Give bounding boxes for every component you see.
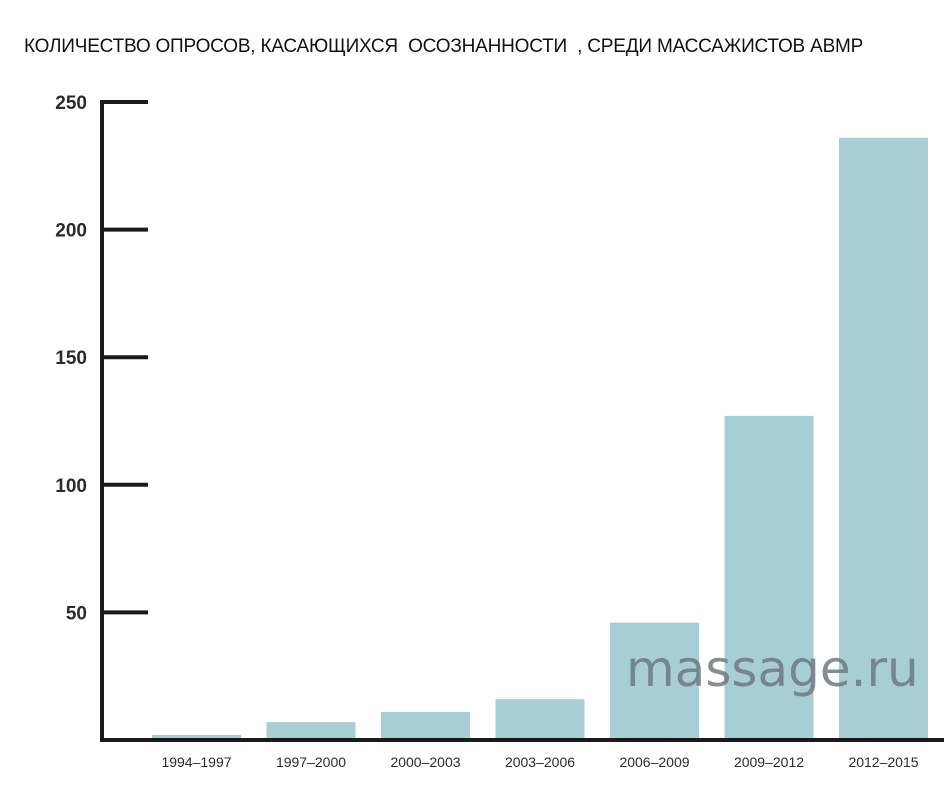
y-tick-label-150: 150 (55, 348, 87, 369)
y-ticks-layer: 50 100 150 200 250 (55, 93, 148, 624)
bar-2003–2006 (495, 699, 585, 740)
bar-2012–2015 (839, 137, 928, 740)
x-tick-label-1997–2000: 1997–2000 (276, 754, 346, 770)
axes-layer (100, 100, 944, 742)
x-tick-label-2009–2012: 2009–2012 (734, 754, 804, 770)
chart-title: КОЛИЧЕСТВО ОПРОСОВ, КАСАЮЩИХСЯ ОСОЗНАННО… (24, 36, 864, 57)
bar-2000–2003 (381, 711, 470, 740)
y-tick-label-200: 200 (55, 221, 87, 242)
bar-2009–2012 (724, 415, 814, 740)
x-labels-layer: 1994–1997 1997–2000 2000–2003 2003–2006 2006… (161, 754, 918, 770)
y-tick-label-100: 100 (55, 476, 87, 497)
x-tick-label-2012–2015: 2012–2015 (848, 754, 918, 770)
x-tick-label-2003–2006: 2003–2006 (505, 754, 575, 770)
x-tick-label-1994–1997: 1994–1997 (161, 754, 231, 770)
x-tick-label-2006–2009: 2006–2009 (619, 754, 689, 770)
bar-1997–2000 (266, 722, 356, 740)
x-tick-label-2000–2003: 2000–2003 (390, 754, 460, 770)
y-tick-label-250: 250 (55, 93, 87, 114)
bar-1994–1997 (152, 734, 241, 740)
y-tick-label-50: 50 (66, 603, 87, 624)
bars-layer (152, 137, 928, 740)
watermark-text: massage.ru (626, 640, 919, 698)
bar-2006–2009 (610, 622, 699, 740)
